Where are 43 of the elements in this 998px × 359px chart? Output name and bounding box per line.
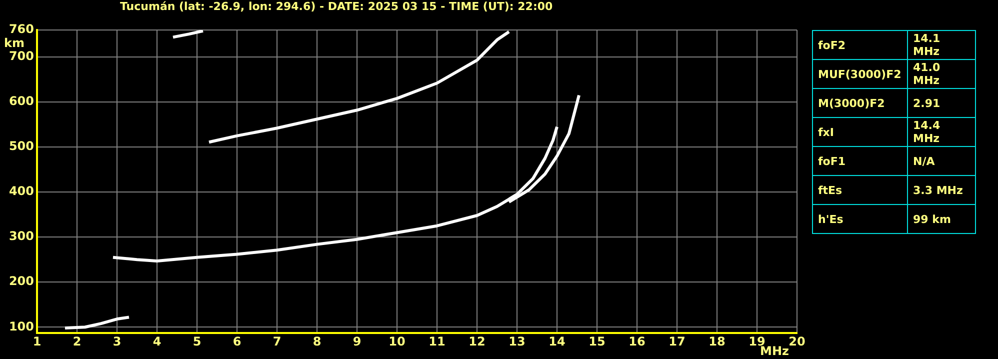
x-tick-label: 13 xyxy=(508,334,526,348)
x-tick-label: 10 xyxy=(388,334,406,348)
x-tick-label: 5 xyxy=(192,334,202,348)
text: ftEs xyxy=(812,176,908,204)
text: 14.1 MHz xyxy=(908,30,976,60)
text: 3.3 MHz xyxy=(908,176,976,204)
x-tick-label: 17 xyxy=(668,334,686,348)
chart-title: Tucumán (lat: -26.9, lon: 294.6) - DATE: 2025 03 15 - TIME (UT): 22:00 xyxy=(120,0,553,13)
text: MUF(3000)F2 xyxy=(812,60,908,88)
text: 41.0 MHz xyxy=(908,60,976,88)
y-tick-label: 760 xyxy=(8,22,34,36)
x-tick-label: 11 xyxy=(428,334,446,348)
x-tick-label: 4 xyxy=(152,334,162,348)
y-tick-label: 300 xyxy=(8,229,34,244)
text: N/A xyxy=(908,146,976,176)
x-tick-label: 12 xyxy=(468,334,486,348)
x-tick-label: 8 xyxy=(312,334,322,348)
x-tick-label: 18 xyxy=(708,334,726,348)
x-tick-label: 3 xyxy=(112,334,122,348)
y-tick-label: 600 xyxy=(8,94,34,108)
y-tick-label: 500 xyxy=(8,139,34,154)
text: fxI xyxy=(812,118,908,146)
x-tick-label: 6 xyxy=(232,334,242,348)
y-axis-title: km xyxy=(4,36,24,50)
y-tick-label: 400 xyxy=(8,184,34,198)
y-tick-label: 100 xyxy=(8,319,34,334)
x-tick-label: 9 xyxy=(352,334,362,348)
text: M(3000)F2 xyxy=(812,88,908,118)
x-tick-label: 16 xyxy=(628,334,646,348)
text: 99 km xyxy=(908,204,976,234)
text: foF2 xyxy=(812,30,908,60)
text: h'Es xyxy=(812,204,908,234)
text: 2.91 xyxy=(908,88,976,118)
x-tick-label: 2 xyxy=(72,334,82,348)
x-tick-label: 1 xyxy=(32,334,42,348)
y-tick-label: 700 xyxy=(8,49,34,64)
x-tick-label: 7 xyxy=(272,334,282,348)
x-tick-label: 14 xyxy=(548,334,566,348)
text: foF1 xyxy=(812,146,908,176)
text: 14.4 MHz xyxy=(908,118,976,146)
x-tick-label: 15 xyxy=(588,334,606,348)
x-tick-label: 20 xyxy=(788,334,806,348)
y-tick-label: 200 xyxy=(8,274,34,288)
